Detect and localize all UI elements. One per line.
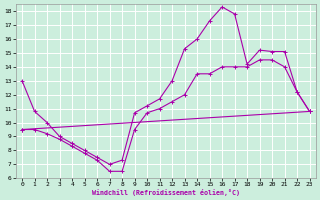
X-axis label: Windchill (Refroidissement éolien,°C): Windchill (Refroidissement éolien,°C) [92,189,240,196]
